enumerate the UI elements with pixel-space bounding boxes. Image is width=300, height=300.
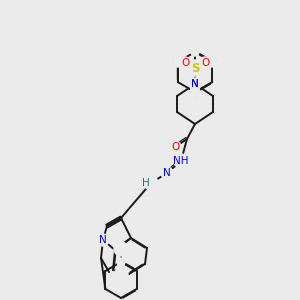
Circle shape	[173, 57, 183, 67]
Text: NH: NH	[173, 156, 189, 166]
Circle shape	[174, 154, 188, 168]
Circle shape	[97, 234, 109, 246]
Circle shape	[189, 98, 201, 110]
Text: N: N	[163, 168, 171, 178]
Circle shape	[161, 167, 173, 179]
Text: O: O	[201, 58, 209, 68]
Circle shape	[174, 58, 182, 66]
Circle shape	[114, 268, 128, 282]
Text: N: N	[99, 235, 107, 245]
Text: S: S	[191, 61, 199, 74]
Circle shape	[117, 258, 125, 266]
Circle shape	[191, 88, 199, 96]
Circle shape	[169, 141, 181, 153]
Circle shape	[208, 58, 216, 66]
Circle shape	[217, 49, 231, 62]
Circle shape	[189, 78, 201, 90]
Circle shape	[191, 48, 199, 56]
Circle shape	[159, 49, 173, 62]
Text: N: N	[191, 79, 199, 89]
Circle shape	[161, 50, 173, 62]
Circle shape	[217, 50, 229, 62]
Text: O: O	[181, 58, 189, 68]
Circle shape	[190, 87, 200, 97]
Circle shape	[144, 176, 158, 190]
Circle shape	[190, 79, 200, 89]
Text: O: O	[171, 142, 179, 152]
Circle shape	[199, 57, 211, 69]
Circle shape	[179, 57, 191, 69]
Text: H: H	[142, 178, 150, 188]
Text: N: N	[191, 79, 199, 89]
Circle shape	[188, 98, 202, 112]
Circle shape	[114, 242, 128, 256]
Circle shape	[207, 57, 217, 67]
Circle shape	[187, 60, 203, 76]
